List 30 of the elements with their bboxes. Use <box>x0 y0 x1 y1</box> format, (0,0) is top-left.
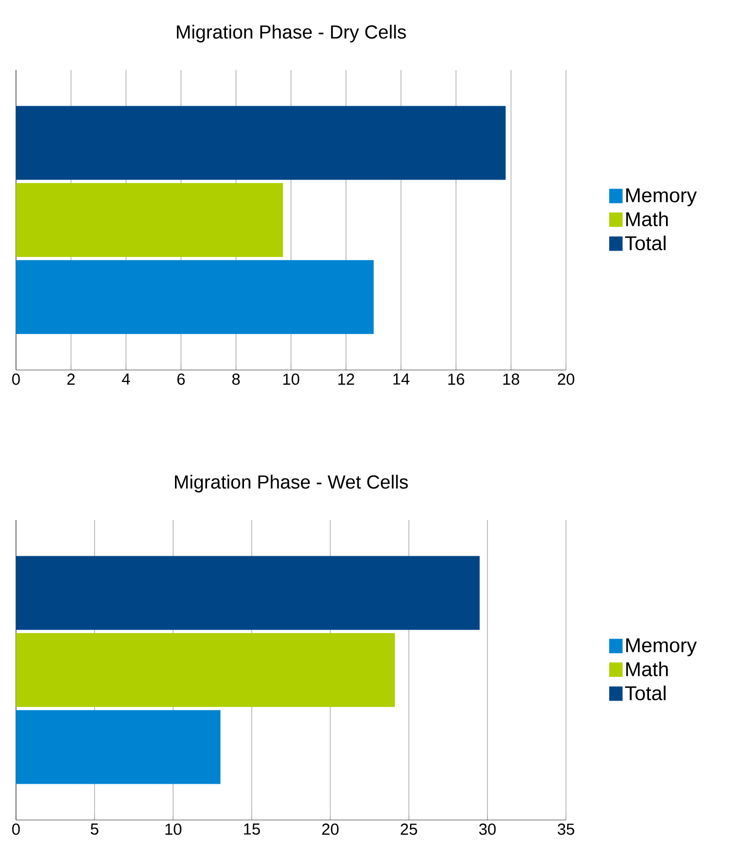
x-tick-label: 18 <box>503 374 520 385</box>
x-tick-label: 5 <box>90 824 98 835</box>
x-tick-label: 6 <box>177 374 185 385</box>
legend-label: Total <box>625 686 666 700</box>
legend-label: Math <box>626 212 668 226</box>
x-tick-label: 4 <box>122 374 130 385</box>
legend-label: Memory <box>626 188 697 206</box>
x-tick-label: 16 <box>448 374 464 385</box>
bar <box>16 633 395 707</box>
legend-label: Math <box>626 662 668 676</box>
x-tick-label: 0 <box>12 824 20 835</box>
legend-label: Memory <box>626 638 697 656</box>
x-tick-label: 2 <box>67 374 75 385</box>
x-tick-label: 10 <box>283 374 300 385</box>
x-tick-label: 12 <box>338 374 354 385</box>
bar <box>16 260 374 334</box>
x-tick-label: 30 <box>479 824 496 835</box>
legend-label: Total <box>625 236 666 250</box>
x-tick-label: 8 <box>232 374 240 385</box>
x-tick-label: 20 <box>558 374 574 385</box>
x-tick-label: 15 <box>244 824 260 835</box>
chart-title: Migration Phase - Dry Cells <box>176 24 406 42</box>
x-tick-label: 0 <box>12 374 20 385</box>
x-tick-label: 35 <box>558 824 574 835</box>
x-tick-label: 10 <box>165 824 182 835</box>
x-tick-label: 14 <box>393 374 410 385</box>
chart-title: Migration Phase - Wet Cells <box>174 474 408 492</box>
x-tick-label: 25 <box>400 824 418 835</box>
bar <box>16 183 283 257</box>
x-tick-label: 20 <box>322 824 339 835</box>
